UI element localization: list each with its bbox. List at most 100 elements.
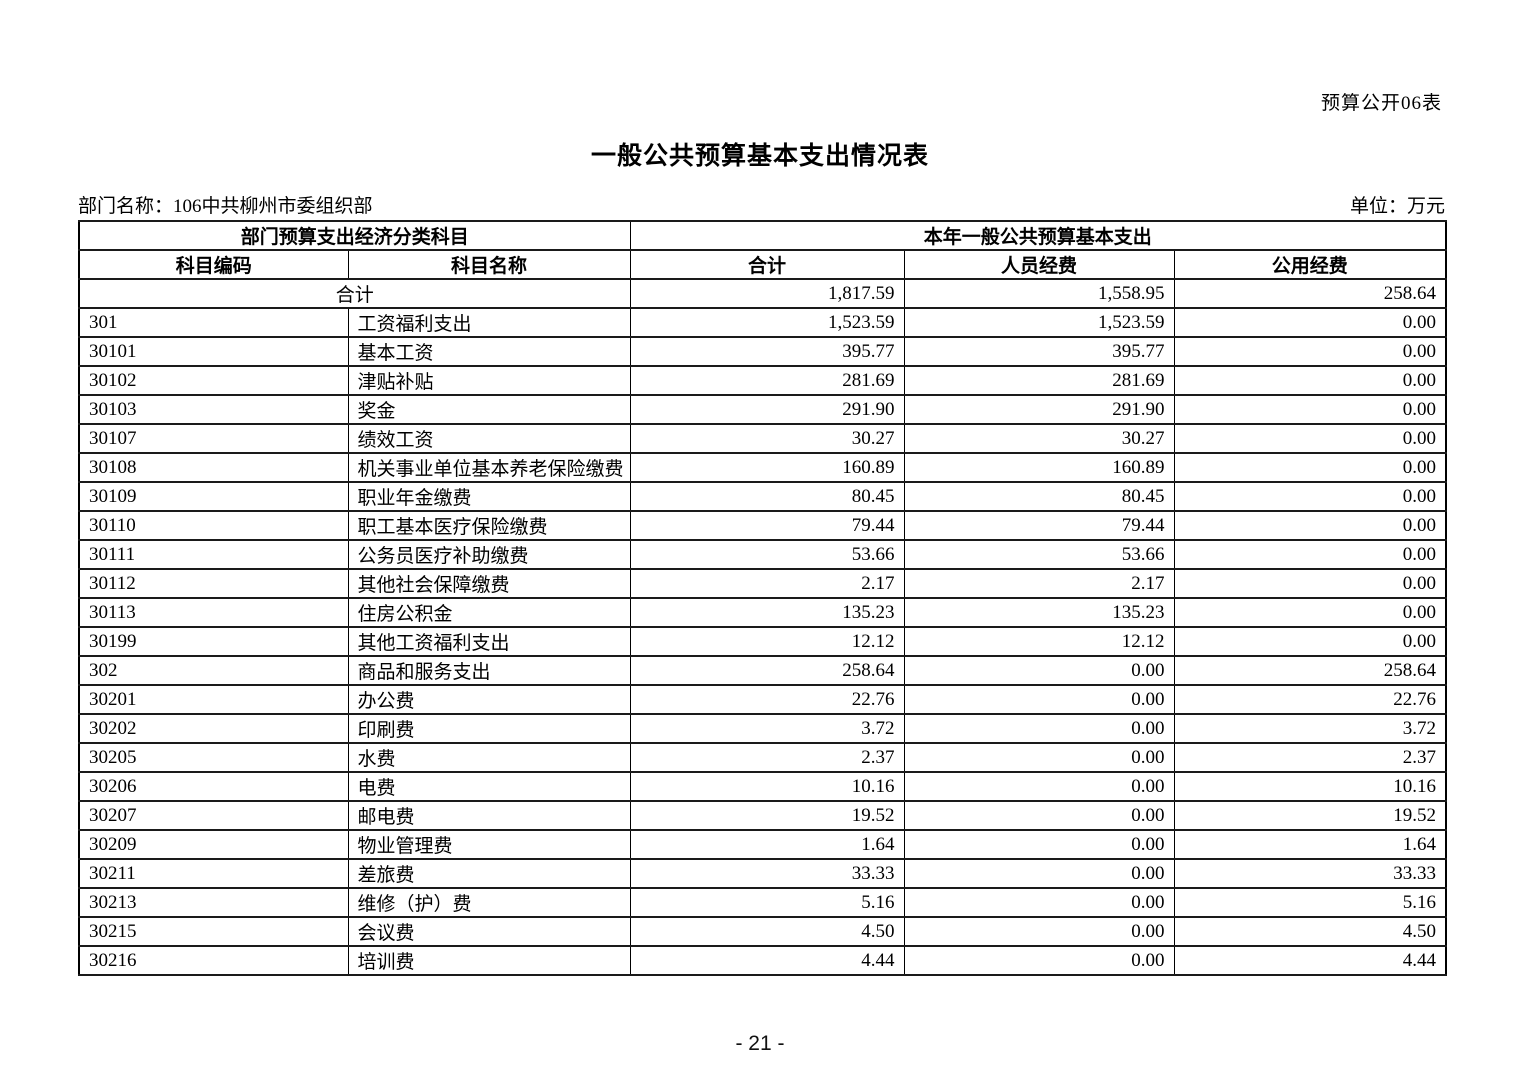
unit-label: 单位：万元 (1349, 196, 1445, 217)
cell-name: 公务员医疗补助缴费 (347, 539, 631, 570)
cell-public: 0.00 (1173, 597, 1447, 628)
table-body: 合计 1,817.59 1,558.95 258.64 301 工资福利支出 1,5… (78, 278, 1447, 976)
cell-personnel: 79.44 (903, 510, 1175, 541)
cell-code: 30113 (78, 597, 349, 628)
cell-name: 维修（护）费 (347, 887, 631, 918)
cell-personnel: 395.77 (903, 336, 1175, 367)
cell-total: 80.45 (629, 481, 905, 512)
cell-name: 电费 (347, 771, 631, 802)
cell-public: 0.00 (1173, 481, 1447, 512)
table-row: 30211 差旅费 33.33 0.00 33.33 (78, 858, 1447, 889)
cell-name: 会议费 (347, 916, 631, 947)
cell-code: 302 (78, 655, 349, 686)
table-row: 30113 住房公积金 135.23 135.23 0.00 (78, 597, 1447, 628)
table-row: 30199 其他工资福利支出 12.12 12.12 0.00 (78, 626, 1447, 657)
cell-code: 30102 (78, 365, 349, 396)
cell-name: 其他社会保障缴费 (347, 568, 631, 599)
cell-public: 0.00 (1173, 307, 1447, 338)
total-row-personnel: 1,558.95 (903, 278, 1175, 309)
table-row: 30216 培训费 4.44 0.00 4.44 (78, 945, 1447, 976)
cell-personnel: 0.00 (903, 945, 1175, 976)
cell-code: 30213 (78, 887, 349, 918)
cell-total: 10.16 (629, 771, 905, 802)
col-header-subject-code: 科目编码 (78, 249, 349, 280)
total-row-total: 1,817.59 (629, 278, 905, 309)
table-row: 30103 奖金 291.90 291.90 0.00 (78, 394, 1447, 425)
cell-public: 0.00 (1173, 452, 1447, 483)
cell-total: 258.64 (629, 655, 905, 686)
cell-name: 职业年金缴费 (347, 481, 631, 512)
cell-total: 281.69 (629, 365, 905, 396)
cell-total: 30.27 (629, 423, 905, 454)
cell-personnel: 135.23 (903, 597, 1175, 628)
page-number: - 21 - (735, 1032, 785, 1055)
cell-code: 30111 (78, 539, 349, 570)
cell-personnel: 1,523.59 (903, 307, 1175, 338)
cell-personnel: 0.00 (903, 742, 1175, 773)
cell-personnel: 0.00 (903, 800, 1175, 831)
cell-total: 79.44 (629, 510, 905, 541)
cell-public: 5.16 (1173, 887, 1447, 918)
col-header-total: 合计 (629, 249, 905, 280)
table-row: 30202 印刷费 3.72 0.00 3.72 (78, 713, 1447, 744)
cell-personnel: 0.00 (903, 713, 1175, 744)
cell-name: 物业管理费 (347, 829, 631, 860)
cell-code: 30205 (78, 742, 349, 773)
table-column-header-row: 科目编码 科目名称 合计 人员经费 公用经费 (78, 249, 1447, 280)
cell-code: 30109 (78, 481, 349, 512)
cell-public: 258.64 (1173, 655, 1447, 686)
cell-total: 22.76 (629, 684, 905, 715)
cell-personnel: 2.17 (903, 568, 1175, 599)
col-header-public: 公用经费 (1173, 249, 1447, 280)
cell-public: 0.00 (1173, 568, 1447, 599)
cell-personnel: 80.45 (903, 481, 1175, 512)
page-title: 一般公共预算基本支出情况表 (590, 143, 929, 170)
cell-public: 0.00 (1173, 365, 1447, 396)
cell-code: 30107 (78, 423, 349, 454)
total-row: 合计 1,817.59 1,558.95 258.64 (78, 278, 1447, 309)
cell-code: 30211 (78, 858, 349, 889)
cell-public: 4.44 (1173, 945, 1447, 976)
cell-total: 2.37 (629, 742, 905, 773)
cell-total: 395.77 (629, 336, 905, 367)
cell-public: 0.00 (1173, 510, 1447, 541)
table-row: 30108 机关事业单位基本养老保险缴费 160.89 160.89 0.00 (78, 452, 1447, 483)
cell-public: 19.52 (1173, 800, 1447, 831)
table-row: 30111 公务员医疗补助缴费 53.66 53.66 0.00 (78, 539, 1447, 570)
cell-code: 30103 (78, 394, 349, 425)
col-header-personnel: 人员经费 (903, 249, 1175, 280)
header-group-classification: 部门预算支出经济分类科目 (78, 220, 631, 251)
cell-personnel: 0.00 (903, 829, 1175, 860)
cell-public: 0.00 (1173, 336, 1447, 367)
cell-name: 机关事业单位基本养老保险缴费 (347, 452, 631, 483)
cell-total: 12.12 (629, 626, 905, 657)
cell-code: 30112 (78, 568, 349, 599)
cell-public: 10.16 (1173, 771, 1447, 802)
cell-total: 2.17 (629, 568, 905, 599)
cell-name: 工资福利支出 (347, 307, 631, 338)
cell-name: 奖金 (347, 394, 631, 425)
cell-name: 住房公积金 (347, 597, 631, 628)
cell-personnel: 291.90 (903, 394, 1175, 425)
table-row: 30213 维修（护）费 5.16 0.00 5.16 (78, 887, 1447, 918)
cell-total: 4.50 (629, 916, 905, 947)
table-row: 30206 电费 10.16 0.00 10.16 (78, 771, 1447, 802)
col-header-subject-name: 科目名称 (347, 249, 631, 280)
cell-public: 22.76 (1173, 684, 1447, 715)
department-name-label: 部门名称：106中共柳州市委组织部 (78, 196, 373, 217)
cell-personnel: 281.69 (903, 365, 1175, 396)
cell-name: 差旅费 (347, 858, 631, 889)
cell-code: 30101 (78, 336, 349, 367)
doc-table-number-label: 预算公开06表 (1320, 93, 1442, 114)
cell-code: 30216 (78, 945, 349, 976)
cell-personnel: 30.27 (903, 423, 1175, 454)
cell-personnel: 0.00 (903, 655, 1175, 686)
cell-name: 培训费 (347, 945, 631, 976)
cell-code: 30209 (78, 829, 349, 860)
cell-total: 53.66 (629, 539, 905, 570)
table-row: 30107 绩效工资 30.27 30.27 0.00 (78, 423, 1447, 454)
cell-code: 30199 (78, 626, 349, 657)
cell-name: 其他工资福利支出 (347, 626, 631, 657)
cell-personnel: 12.12 (903, 626, 1175, 657)
cell-name: 水费 (347, 742, 631, 773)
